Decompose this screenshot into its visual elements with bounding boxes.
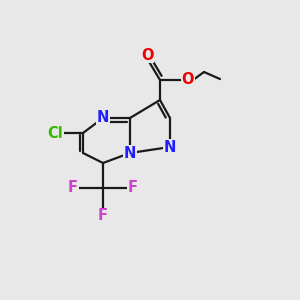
Text: N: N xyxy=(164,140,176,154)
Text: N: N xyxy=(97,110,109,125)
Text: F: F xyxy=(128,181,138,196)
Text: N: N xyxy=(124,146,136,160)
Text: F: F xyxy=(98,208,108,224)
Text: O: O xyxy=(182,73,194,88)
Text: O: O xyxy=(141,47,153,62)
Text: Cl: Cl xyxy=(47,125,63,140)
Text: F: F xyxy=(68,181,78,196)
